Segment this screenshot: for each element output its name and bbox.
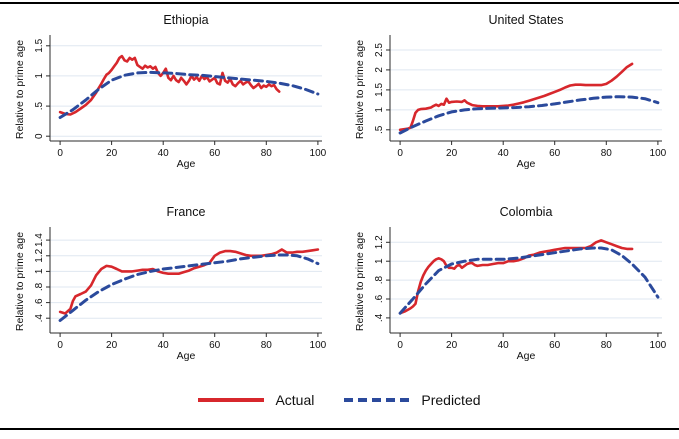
panel-colombia: Colombia Relative to prime age .4.6.8 1 1.… <box>340 200 679 378</box>
panel-united-states: United States Relative to prime age .5 1 1… <box>340 8 679 186</box>
svg-text:60: 60 <box>549 340 561 351</box>
panel-france: France Relative to prime age .4.6.8 1 1.2 1… <box>0 200 339 378</box>
svg-text:1: 1 <box>34 73 45 79</box>
svg-text:100: 100 <box>310 340 327 351</box>
legend-item-predicted: Predicted <box>344 392 481 408</box>
chart-title-ethiopia: Ethiopia <box>163 13 209 27</box>
svg-text:20: 20 <box>106 148 118 159</box>
svg-text:60: 60 <box>209 148 221 159</box>
svg-text:.5: .5 <box>34 101 45 110</box>
legend-label-predicted: Predicted <box>421 392 481 408</box>
actual-line-swatch <box>198 398 265 402</box>
legend-item-actual: Actual <box>198 392 314 408</box>
svg-text:.8: .8 <box>34 282 45 291</box>
svg-text:0: 0 <box>57 148 63 159</box>
svg-text:40: 40 <box>158 340 170 351</box>
svg-text:1.2: 1.2 <box>34 248 45 262</box>
predicted-line-swatch <box>344 398 411 402</box>
svg-text:1: 1 <box>374 258 385 264</box>
svg-text:2.5: 2.5 <box>374 43 385 57</box>
panel-ethiopia: Ethiopia Relative to prime age 0.5 1 1.5 0 2… <box>0 8 339 186</box>
chart-title-colombia: Colombia <box>499 205 553 219</box>
svg-text:20: 20 <box>446 148 458 159</box>
x-axis-title: Age <box>516 350 536 362</box>
svg-text:40: 40 <box>498 148 510 159</box>
x-axis-title: Age <box>176 350 196 362</box>
svg-text:1: 1 <box>374 107 385 113</box>
united-states-chart: .5 1 1.5 2 2.5 0 20 40 60 80 100 <box>374 35 667 159</box>
chart-title-france: France <box>166 205 206 219</box>
svg-text:0: 0 <box>34 133 45 139</box>
svg-text:2: 2 <box>374 67 385 73</box>
svg-text:.5: .5 <box>374 125 385 134</box>
svg-text:60: 60 <box>549 148 561 159</box>
svg-text:80: 80 <box>601 340 613 351</box>
svg-text:0: 0 <box>397 340 403 351</box>
svg-text:1.5: 1.5 <box>34 38 45 52</box>
svg-text:80: 80 <box>261 148 273 159</box>
france-chart: .4 .6 .8 1 1.21.4 0 20 40 60 80 100 <box>34 227 327 351</box>
svg-text:1.5: 1.5 <box>374 83 385 97</box>
svg-text:100: 100 <box>650 340 667 351</box>
svg-text:60: 60 <box>209 340 221 351</box>
legend-label-actual: Actual <box>275 392 315 408</box>
svg-text:0: 0 <box>397 148 403 159</box>
top-rule <box>0 2 679 4</box>
legend: Actual Predicted <box>0 378 679 422</box>
svg-text:.4: .4 <box>374 313 385 322</box>
svg-text:1.4: 1.4 <box>34 233 45 247</box>
svg-text:80: 80 <box>261 340 273 351</box>
svg-text:0: 0 <box>57 340 63 351</box>
svg-text:.4: .4 <box>34 314 45 323</box>
bottom-rule <box>0 428 679 430</box>
svg-text:100: 100 <box>310 148 327 159</box>
svg-text:.8: .8 <box>374 275 385 284</box>
svg-text:20: 20 <box>106 340 118 351</box>
svg-text:1.2: 1.2 <box>374 235 385 249</box>
svg-text:100: 100 <box>650 148 667 159</box>
ethiopia-chart: 0 .5 1 1.5 0 20 40 60 80 100 <box>34 35 327 159</box>
svg-text:.6: .6 <box>374 294 385 303</box>
x-axis-title: Age <box>516 158 536 170</box>
svg-text:40: 40 <box>498 340 510 351</box>
svg-text:1: 1 <box>34 268 45 274</box>
svg-text:.6: .6 <box>34 298 45 307</box>
chart-title-united-states: United States <box>488 13 564 27</box>
svg-text:40: 40 <box>158 148 170 159</box>
x-axis-title: Age <box>176 158 196 170</box>
svg-text:20: 20 <box>446 340 458 351</box>
svg-text:80: 80 <box>601 148 613 159</box>
colombia-chart: .4 .6 .8 1 1.2 0 20 40 60 80 100 <box>374 227 667 351</box>
